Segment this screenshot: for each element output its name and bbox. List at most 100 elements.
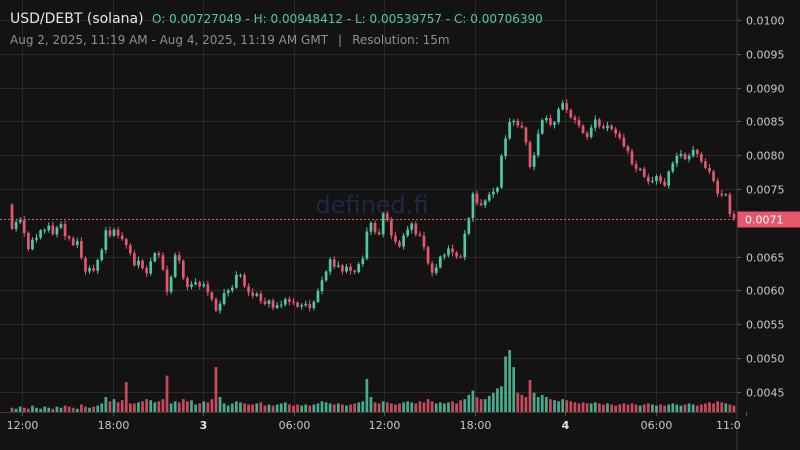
volume-bar [283,402,287,412]
candle [271,298,275,311]
volume-bar [104,397,108,412]
candle [239,273,242,278]
candle [622,133,626,148]
volume-bar [663,405,666,412]
candle-body [304,303,308,306]
volume-bar [520,394,524,412]
candle-body [194,282,197,285]
candle-body [108,230,112,236]
candle-body [728,194,732,215]
candle [614,126,618,138]
candle-body [104,230,108,250]
candle-body [390,220,393,236]
volume-bar [279,403,283,412]
candle [471,191,475,222]
candle-body [504,138,507,156]
resolution-label[interactable]: Resolution: 15m [352,33,450,47]
candle-body [316,291,320,302]
candle [406,225,410,238]
candle-body [235,274,238,288]
candle-body [186,278,189,288]
volume-bar [630,403,634,412]
volume-bar [504,356,507,412]
volume-bar [308,405,312,412]
time-tick-label: 06:00 [641,419,673,432]
candle [169,275,173,295]
volume-bar [214,367,218,412]
candle [71,236,75,247]
candle-body [712,171,715,181]
candle-body [443,255,446,257]
candle-body [210,292,214,300]
volume-bar [434,403,438,412]
candle-body [549,118,552,125]
candle-body [296,302,299,307]
candle-body [475,193,479,204]
candle [520,121,524,129]
candle-body [255,293,259,296]
candle-body [581,125,585,133]
candle [667,170,671,189]
candle-body [487,194,491,201]
candle [316,288,320,304]
volume-bar [304,404,308,412]
volume-bar [296,404,299,412]
volume-bar [63,405,67,412]
candle [577,116,581,128]
volume-bar [704,403,707,412]
candle-body [496,187,499,192]
candle [357,261,361,274]
candle-body [43,230,47,232]
volume-bar [610,404,613,412]
volume-bar [390,403,393,412]
price-tick-label: 0.0045 [746,387,785,400]
volume-bar [381,401,385,412]
candle-body [675,155,679,164]
volume-bar [561,399,565,412]
volume-bar [18,406,22,412]
candle [288,296,291,306]
candle-body [536,133,540,156]
candle-body [455,252,458,257]
price-axis[interactable]: 0.0100 0.0095 0.0090 0.0085 0.0080 0.0075 0.00… [736,0,785,450]
candle-body [35,237,38,240]
volume-bar [687,403,691,412]
candle-body [593,119,597,128]
volume-bar [651,404,654,412]
candle [173,252,177,279]
volume-bar [14,408,18,412]
candle-body [80,241,83,258]
candle-body [614,128,618,134]
candle [92,264,95,272]
volume-bar [324,402,328,412]
volume-bar [226,405,230,412]
candle-body [63,224,67,237]
candle [524,126,528,146]
candle-body [341,265,344,272]
candle-body [308,303,312,308]
volume-bar [230,403,234,412]
candle [699,151,703,164]
candle [259,291,263,305]
volume-bar [589,403,593,412]
candle [634,160,638,173]
volume-bar [239,402,242,412]
volume-bar [251,404,255,412]
candle [683,152,687,161]
candle [108,226,112,239]
volume-bar [206,402,210,412]
volume-bar [255,403,259,412]
time-axis[interactable]: 12:00 18:00 3 06:00 12:00 18:00 4 06:00 11:0 [0,412,747,432]
candle-body [328,259,332,272]
volume-bar [100,403,104,412]
pair-title[interactable]: USD/DEBT (solana) [10,11,144,27]
candle [732,210,736,221]
candle [642,166,646,179]
volume-bar [712,403,715,412]
volume-bar [598,403,601,412]
candle-body [426,247,430,264]
candle-body [602,126,605,129]
volume-bar [84,406,87,412]
candle [508,118,511,141]
